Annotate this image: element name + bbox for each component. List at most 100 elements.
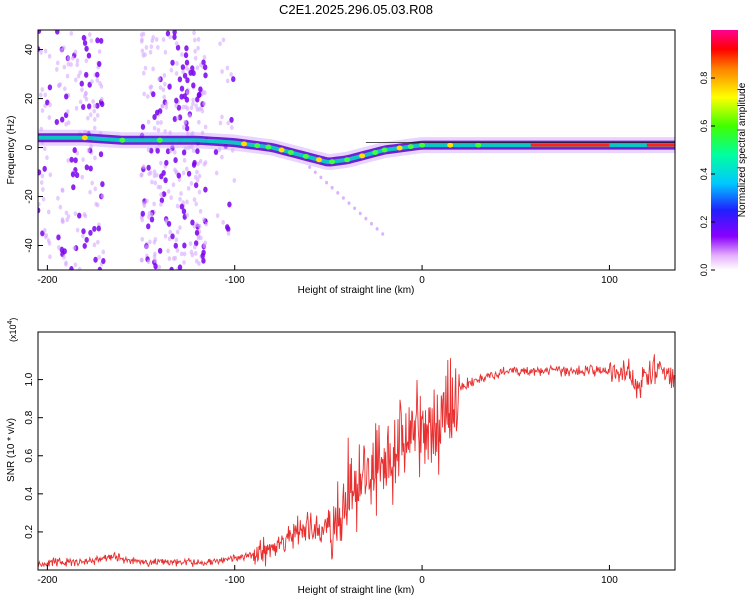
noise-mark-2-154 xyxy=(185,106,190,111)
noise-mark-2-287 xyxy=(149,216,155,223)
noise-mark-1-35 xyxy=(56,234,61,241)
noise-mark-1-134 xyxy=(60,187,65,193)
snr-y-tick-label-2: 0.6 xyxy=(24,448,35,462)
ridge-spot-3 xyxy=(241,141,248,147)
noise-mark-2-130 xyxy=(195,65,200,71)
noise-mark-1-72 xyxy=(96,225,101,232)
noise-mark-1-63 xyxy=(84,96,89,102)
noise-mark-2-264 xyxy=(197,189,202,195)
noise-mark-2-290 xyxy=(175,248,180,253)
noise-mark-1-106 xyxy=(84,236,89,243)
noise-mark-2-297 xyxy=(194,103,198,109)
noise-mark-1-47 xyxy=(101,249,106,255)
noise-mark-2-78 xyxy=(172,34,177,41)
ridge-spot-2 xyxy=(156,137,163,143)
noise-mark-1-60 xyxy=(89,38,94,44)
noise-mark-2-21 xyxy=(146,119,151,125)
snr-y-exponent: (x104) xyxy=(7,318,18,342)
noise-mark-1-24 xyxy=(98,151,104,158)
ridge-spot-7 xyxy=(287,149,294,155)
colorbar-label: Normalized spectral amplitude xyxy=(737,82,748,217)
noise-mark-3-18 xyxy=(232,178,237,183)
noise-mark-3-21 xyxy=(225,65,230,71)
spectrogram-y-tick-label-3: 20 xyxy=(24,93,35,105)
noise-mark-2-314 xyxy=(192,197,197,203)
noise-mark-0-29 xyxy=(38,30,42,34)
noise-mark-2-231 xyxy=(201,59,206,66)
noise-mark-1-66 xyxy=(74,172,80,179)
noise-mark-2-304 xyxy=(150,38,155,44)
noise-mark-2-39 xyxy=(169,266,174,270)
noise-mark-2-208 xyxy=(183,52,189,59)
spectrogram-frame xyxy=(37,29,676,271)
noise-mark-2-178 xyxy=(195,177,200,183)
noise-mark-1-32 xyxy=(97,49,102,54)
noise-mark-2-259 xyxy=(144,45,149,50)
noise-mark-2-261 xyxy=(146,94,150,99)
noise-mark-2-9 xyxy=(169,67,174,73)
noise-mark-2-160 xyxy=(174,103,178,108)
noise-mark-1-109 xyxy=(73,49,78,55)
noise-mark-2-205 xyxy=(192,30,196,36)
noise-mark-2-302 xyxy=(151,91,156,98)
noise-mark-2-269 xyxy=(152,239,157,245)
noise-mark-1-124 xyxy=(92,117,97,122)
noise-mark-2-86 xyxy=(161,37,166,42)
spectrogram-y-tick-label-0: -40 xyxy=(24,238,35,253)
noise-mark-2-255 xyxy=(161,169,166,176)
noise-mark-1-61 xyxy=(64,210,69,216)
colorbar-tick-label-3: 0.6 xyxy=(699,120,709,133)
noise-mark-1-81 xyxy=(66,214,71,219)
noise-mark-1-52 xyxy=(92,108,97,114)
noise-mark-2-274 xyxy=(164,101,169,106)
noise-mark-2-243 xyxy=(176,172,182,179)
noise-mark-2-211 xyxy=(140,236,145,242)
noise-mark-0-9 xyxy=(43,48,48,54)
noise-mark-1-94 xyxy=(81,233,85,239)
noise-mark-2-120 xyxy=(142,203,147,208)
noise-mark-1-20 xyxy=(69,31,74,36)
noise-mark-2-275 xyxy=(184,96,190,103)
snr-x-tick-label-3: 100 xyxy=(601,575,618,586)
noise-mark-2-2 xyxy=(167,256,172,262)
noise-mark-2-237 xyxy=(159,160,163,166)
noise-mark-2-185 xyxy=(156,127,161,133)
noise-mark-0-21 xyxy=(39,50,43,55)
streak-mark-1 xyxy=(313,170,317,175)
ridge-spot-16 xyxy=(407,144,414,150)
noise-mark-2-42 xyxy=(181,208,187,215)
ridge-spot-11 xyxy=(344,157,351,163)
snr-exponent-close: ) xyxy=(8,318,18,321)
noise-mark-2-134 xyxy=(200,108,205,114)
noise-mark-1-75 xyxy=(92,125,97,131)
noise-mark-1-108 xyxy=(57,83,61,89)
noise-mark-2-285 xyxy=(149,84,154,90)
noise-mark-2-246 xyxy=(156,45,160,50)
noise-mark-1-120 xyxy=(62,64,67,70)
noise-mark-2-23 xyxy=(189,105,194,111)
noise-mark-2-276 xyxy=(190,219,195,226)
noise-mark-1-92 xyxy=(95,37,100,44)
noise-mark-3-9 xyxy=(215,213,220,219)
noise-mark-2-105 xyxy=(186,185,191,191)
noise-mark-1-107 xyxy=(55,67,59,72)
noise-mark-2-187 xyxy=(147,171,152,177)
ridge-spot-19 xyxy=(475,142,482,148)
noise-mark-2-305 xyxy=(203,186,208,193)
noise-mark-2-92 xyxy=(173,242,178,249)
noise-mark-1-113 xyxy=(66,61,71,67)
noise-mark-1-133 xyxy=(81,228,86,235)
noise-mark-2-184 xyxy=(147,211,152,216)
noise-mark-2-212 xyxy=(177,264,183,270)
noise-mark-2-5 xyxy=(159,197,165,204)
noise-mark-2-166 xyxy=(173,157,178,164)
noise-mark-1-143 xyxy=(90,79,94,85)
noise-mark-2-176 xyxy=(165,148,171,155)
noise-mark-1-4 xyxy=(77,266,82,270)
noise-mark-2-164 xyxy=(174,169,179,175)
noise-mark-2-115 xyxy=(198,208,203,214)
noise-mark-3-22 xyxy=(226,120,230,126)
noise-mark-1-154 xyxy=(86,103,92,110)
noise-mark-0-15 xyxy=(42,165,47,172)
noise-mark-0-8 xyxy=(48,102,52,108)
